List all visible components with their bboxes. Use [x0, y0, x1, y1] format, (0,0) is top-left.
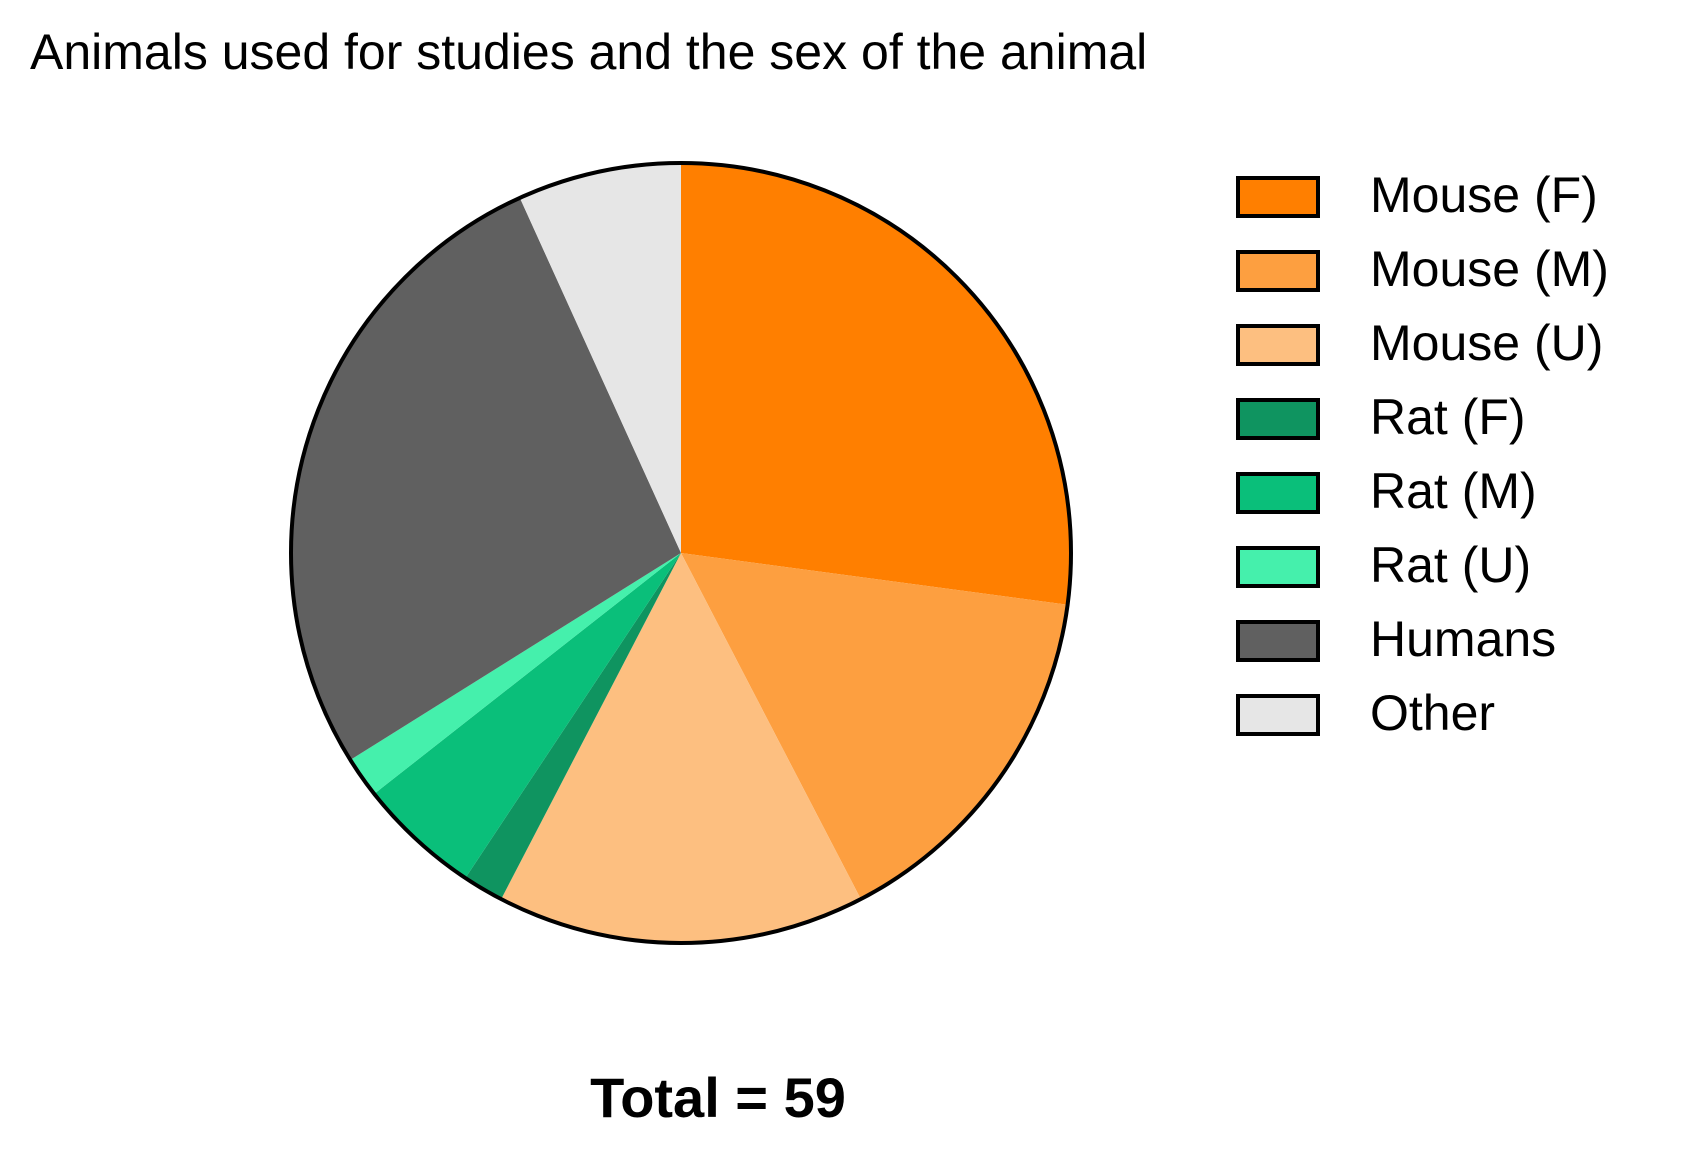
legend-swatch	[1236, 694, 1320, 736]
legend-swatch	[1236, 324, 1320, 366]
legend-swatch	[1236, 398, 1320, 440]
pie-slice	[374, 553, 681, 878]
chart-title: Animals used for studies and the sex of …	[30, 24, 1147, 80]
legend-label: Other	[1370, 685, 1495, 741]
legend-label: Mouse (U)	[1370, 315, 1603, 371]
pie-slice	[291, 197, 681, 760]
legend-swatch	[1236, 250, 1320, 292]
legend-swatch	[1236, 620, 1320, 662]
legend-swatch	[1236, 472, 1320, 514]
legend-label: Mouse (M)	[1370, 241, 1609, 297]
legend-swatch	[1236, 176, 1320, 218]
legend-label: Rat (F)	[1370, 389, 1526, 445]
pie-slice	[465, 553, 681, 900]
legend-label: Humans	[1370, 611, 1556, 667]
pie-slice	[519, 163, 681, 553]
legend-swatch	[1236, 546, 1320, 588]
pie-slice	[501, 553, 861, 943]
pie-slice	[350, 553, 681, 794]
total-annotation: Total = 59	[590, 1066, 846, 1129]
pie-slice	[681, 163, 1071, 605]
legend-label: Mouse (F)	[1370, 167, 1598, 223]
legend-label: Rat (M)	[1370, 463, 1537, 519]
legend-label: Rat (U)	[1370, 537, 1531, 593]
pie-outline	[289, 161, 1073, 945]
